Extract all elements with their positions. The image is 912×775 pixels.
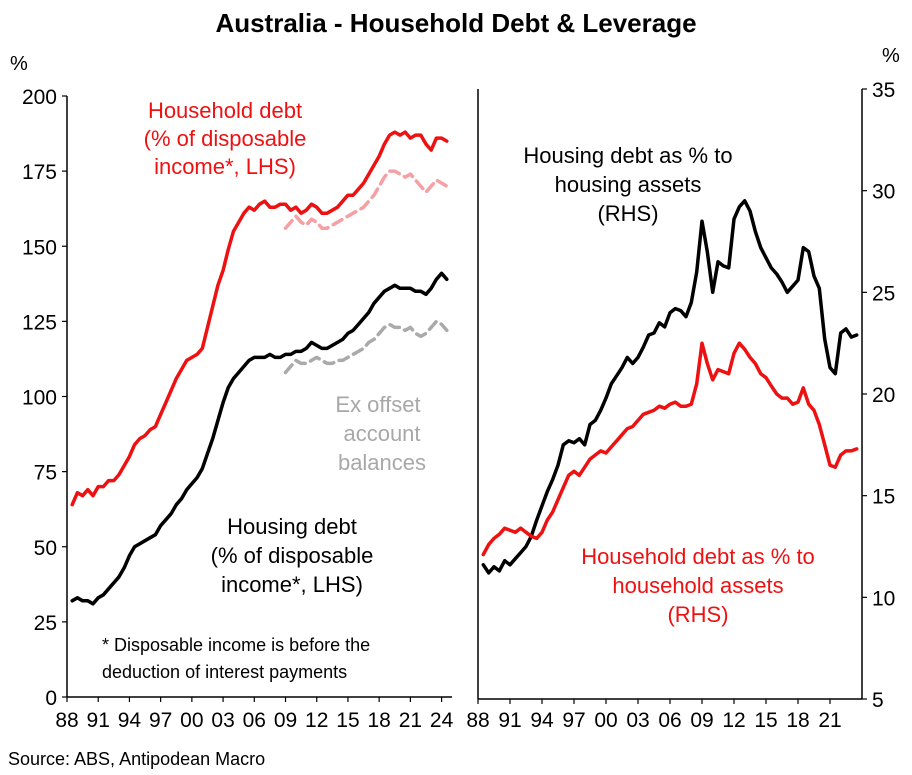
label-housing-debt-line3: income*, LHS) [221, 572, 363, 597]
right-x-tick-label: 15 [754, 709, 777, 732]
right-x-tick-label: 21 [818, 709, 841, 732]
left-x-tick-label: 03 [211, 709, 234, 732]
left-y-tick-label: 50 [34, 537, 57, 560]
right-x-tick-label: 18 [786, 709, 809, 732]
label-housing-ratio-line3: (RHS) [597, 201, 658, 226]
right-y-tick-label: 25 [872, 282, 895, 305]
left-x-tick-label: 21 [399, 709, 422, 732]
left-x-tick-label: 24 [430, 709, 454, 732]
left-y-tick-label: 150 [22, 236, 57, 259]
right-x-tick-label: 12 [722, 709, 745, 732]
label-housing-ratio: Housing debt as % to housing assets (RHS… [523, 143, 732, 226]
right-y-tick-label: 10 [872, 587, 895, 610]
left-x-tick-label: 88 [55, 709, 78, 732]
left-x-tick-label: 09 [274, 709, 297, 732]
label-ex-offset-line2: account [343, 421, 420, 446]
right-x-tick-label: 94 [530, 709, 554, 732]
label-ex-offset: Ex offset account balances [335, 392, 426, 475]
label-household-ratio-line1: Household debt as % to [581, 544, 815, 569]
series-household-debt-as-to-household-assets [481, 341, 859, 557]
left-y-tick-label: 200 [22, 86, 57, 109]
left-x-tick-label: 12 [305, 709, 328, 732]
left-x-tick-label: 06 [243, 709, 266, 732]
left-y-unit: % [10, 53, 28, 75]
label-household-ratio-line2: household assets [612, 573, 783, 598]
left-x-tick-label: 97 [149, 709, 172, 732]
series-household-debt-ex-offset [283, 169, 449, 230]
label-household-ratio: Household debt as % to household assets … [581, 544, 815, 627]
left-y-tick-label: 125 [22, 311, 57, 334]
left-y-tick-label: 100 [22, 387, 57, 410]
right-x-tick-label: 00 [594, 709, 617, 732]
right-y-tick-label: 20 [872, 384, 895, 407]
right-x-tick-label: 09 [690, 709, 713, 732]
right-panel-axes: 5 10 15 20 25 30 35 88 91 94 97 00 03 06 09 12 15 18 21 [466, 79, 895, 732]
series-housing-debt-as-to-housing-assets [481, 199, 859, 575]
right-y-tick-label: 35 [872, 79, 895, 102]
left-y-tick-label: 0 [45, 687, 57, 710]
right-x-tick-label: 03 [626, 709, 649, 732]
footnote-line2: deduction of interest payments [102, 662, 347, 682]
left-x-tick-label: 00 [180, 709, 203, 732]
label-housing-debt-line2: (% of disposable [211, 543, 374, 568]
label-housing-debt: Housing debt (% of disposable income*, L… [211, 514, 374, 597]
label-ex-offset-line1: Ex offset [335, 392, 420, 417]
label-household-debt-line2: (% of disposable [144, 126, 307, 151]
right-x-tick-label: 88 [466, 709, 489, 732]
right-y-tick-label: 5 [872, 689, 884, 712]
series-housing-debt-ex-offset [283, 319, 449, 375]
left-x-tick-label: 94 [118, 709, 142, 732]
footnote: * Disposable income is before the deduct… [102, 635, 370, 682]
left-y-tick-label: 75 [34, 462, 57, 485]
label-household-debt-line3: income*, LHS) [154, 154, 296, 179]
label-housing-debt-line1: Housing debt [227, 514, 357, 539]
left-y-tick-label: 175 [22, 161, 57, 184]
right-x-tick-label: 91 [498, 709, 521, 732]
label-household-debt: Household debt (% of disposable income*,… [144, 98, 307, 179]
label-household-debt-line1: Household debt [148, 98, 302, 123]
label-household-ratio-line3: (RHS) [667, 602, 728, 627]
label-housing-ratio-line1: Housing debt as % to [523, 143, 732, 168]
footnote-line1: * Disposable income is before the [102, 635, 370, 655]
source-note: Source: ABS, Antipodean Macro [8, 749, 265, 769]
label-ex-offset-line3: balances [338, 450, 426, 475]
chart-title: Australia - Household Debt & Leverage [215, 8, 696, 38]
right-y-tick-label: 15 [872, 486, 895, 509]
right-x-tick-label: 97 [562, 709, 585, 732]
left-y-tick-label: 25 [34, 612, 57, 635]
right-y-unit: % [882, 45, 900, 67]
left-panel-series [70, 130, 449, 606]
series-housing-debt [70, 271, 449, 606]
right-x-tick-label: 06 [658, 709, 681, 732]
left-x-tick-label: 18 [367, 709, 390, 732]
left-x-tick-label: 91 [87, 709, 110, 732]
left-x-tick-label: 15 [336, 709, 359, 732]
right-panel-series [481, 199, 859, 575]
right-y-tick-label: 30 [872, 181, 895, 204]
left-panel-axes: 0 25 50 75 100 125 150 175 200 88 91 94 97 00 03 06 09 12… [22, 86, 454, 732]
series-household-debt [70, 130, 449, 507]
label-housing-ratio-line2: housing assets [555, 172, 702, 197]
